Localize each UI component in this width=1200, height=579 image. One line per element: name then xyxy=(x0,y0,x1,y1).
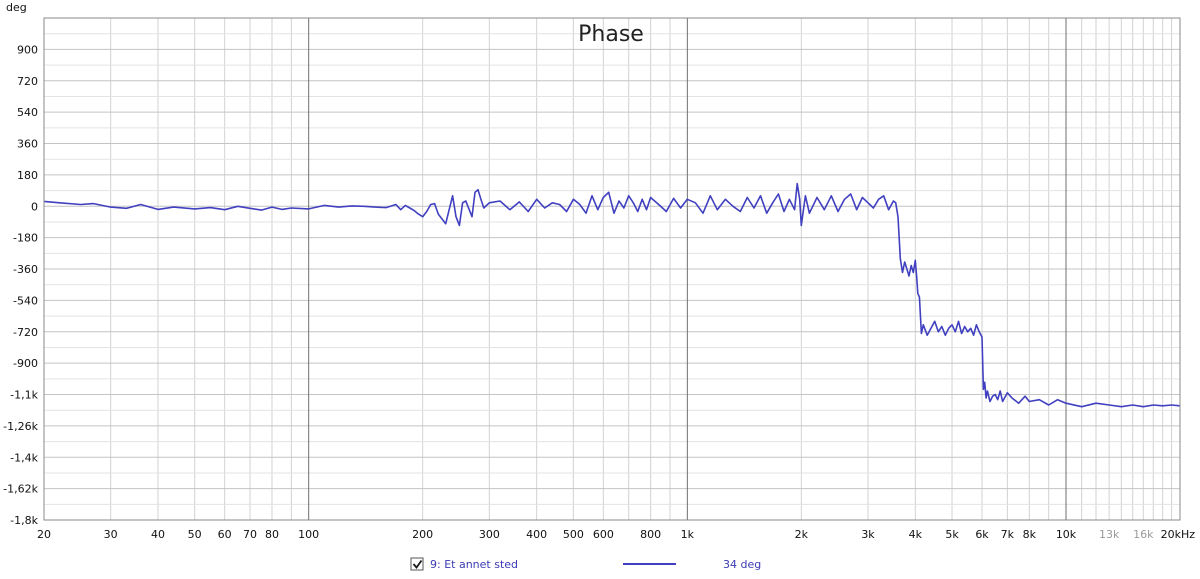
y-tick-label: -180 xyxy=(13,232,38,245)
x-tick-label: 10k xyxy=(1056,528,1077,541)
y-tick-label: -1,1k xyxy=(10,389,38,402)
x-tick-label: 600 xyxy=(593,528,614,541)
major-grid xyxy=(308,18,1067,520)
series-visibility-checkbox[interactable] xyxy=(410,557,424,571)
x-tick-label: 5k xyxy=(945,528,959,541)
x-tick-label: 13k xyxy=(1099,528,1120,541)
x-tick-label: 100 xyxy=(298,528,319,541)
x-tick-label: 40 xyxy=(151,528,165,541)
x-tick-label: 80 xyxy=(265,528,279,541)
y-tick-labels: 900 720 540 360 180 0 -180 -360 -540 -720 -900 -1,1… xyxy=(3,43,38,527)
legend-series-label[interactable]: 9: Et annet sted xyxy=(430,558,518,571)
y-tick-label: -720 xyxy=(13,326,38,339)
y-tick-label: -1,26k xyxy=(3,420,38,433)
plot-frame xyxy=(43,17,1181,521)
legend: 9: Et annet sted 34 deg xyxy=(410,557,761,571)
series-layer xyxy=(43,182,1181,408)
x-tick-label: 2k xyxy=(795,528,809,541)
chart-title: Phase xyxy=(578,22,644,47)
x-tick-label: 800 xyxy=(640,528,661,541)
y-tick-label: 540 xyxy=(17,106,38,119)
y-tick-label: 360 xyxy=(17,138,38,151)
x-tick-label: 300 xyxy=(479,528,500,541)
x-tick-label: 3k xyxy=(861,528,875,541)
x-tick-label: 16k xyxy=(1133,528,1154,541)
x-tick-labels: 20 30 40 50 60 70 80 100 200 300 400 500 600 800 1k 2k 3… xyxy=(37,528,1195,541)
y-tick-label: 900 xyxy=(17,43,38,56)
minor-grid xyxy=(43,17,1180,521)
x-tick-label: 4k xyxy=(909,528,923,541)
x-tick-label: 50 xyxy=(188,528,202,541)
y-tick-label: 180 xyxy=(17,169,38,182)
y-tick-label: -1,8k xyxy=(10,514,38,527)
x-tick-label: 70 xyxy=(243,528,257,541)
legend-smoothing-label: 34 deg xyxy=(723,558,761,571)
y-tick-label: -540 xyxy=(13,294,38,307)
y-tick-label: -900 xyxy=(13,357,38,370)
x-tick-label: 500 xyxy=(563,528,584,541)
x-tick-label: 1k xyxy=(681,528,695,541)
y-tick-label: 720 xyxy=(17,75,38,88)
x-tick-label: 7k xyxy=(1001,528,1015,541)
x-tick-label: 8k xyxy=(1023,528,1037,541)
phase-series-line xyxy=(43,182,1181,408)
y-tick-label: 0 xyxy=(31,200,38,213)
y-tick-label: -1,4k xyxy=(10,451,38,464)
x-tick-label: 6k xyxy=(975,528,989,541)
x-tick-label: 20 xyxy=(37,528,51,541)
x-tick-label: 60 xyxy=(218,528,232,541)
x-tick-label: 30 xyxy=(104,528,118,541)
x-tick-label: 20kHz xyxy=(1161,528,1196,541)
x-tick-label: 400 xyxy=(526,528,547,541)
x-tick-label: 200 xyxy=(412,528,433,541)
y-tick-label: -360 xyxy=(13,263,38,276)
checkmark-icon xyxy=(412,559,423,569)
y-tick-label: -1,62k xyxy=(3,483,38,496)
y-unit-label: deg xyxy=(6,1,27,14)
